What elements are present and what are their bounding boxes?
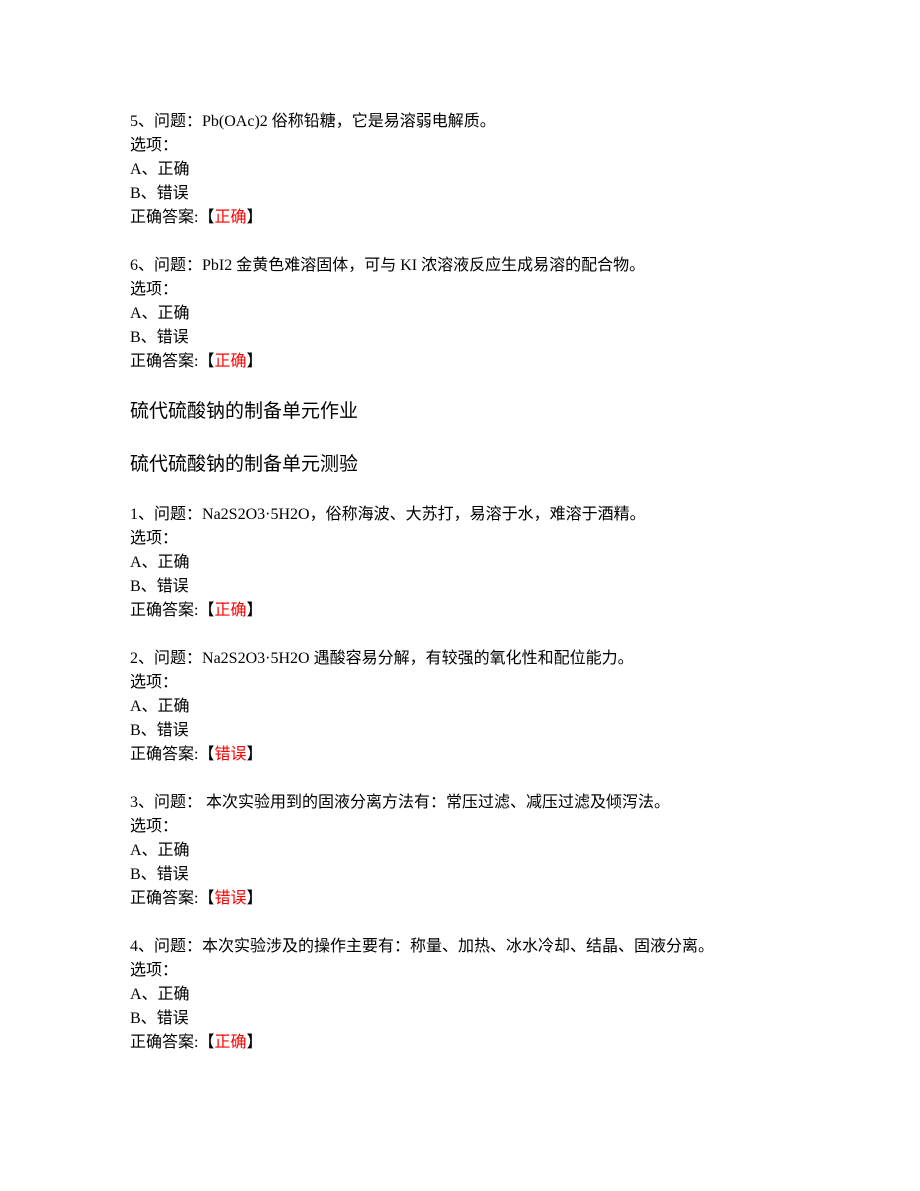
answer-value: 正确 [214, 353, 246, 370]
answer-prefix: 正确答案:【 [130, 353, 214, 370]
options-label: 选项： [130, 134, 790, 158]
section-heading-1: 硫代硫酸钠的制备单元作业 [130, 398, 790, 427]
options-label: 选项： [130, 671, 790, 695]
question-text: 问题：本次实验涉及的操作主要有：称量、加热、冰水冷却、结晶、固液分离。 [154, 938, 714, 955]
answer-line: 正确答案:【错误】 [130, 887, 790, 911]
answer-prefix: 正确答案:【 [130, 209, 214, 226]
question-number: 6 [130, 257, 138, 274]
option-a: A、正确 [130, 839, 790, 863]
option-b: B、错误 [130, 863, 790, 887]
question-text: 问题： 本次实验用到的固液分离方法有：常压过滤、减压过滤及倾泻法。 [154, 794, 670, 811]
answer-value: 错误 [214, 890, 246, 907]
question-prompt: 3、问题： 本次实验用到的固液分离方法有：常压过滤、减压过滤及倾泻法。 [130, 791, 790, 815]
question-prompt: 2、问题：Na2S2O3·5H2O 遇酸容易分解，有较强的氧化性和配位能力。 [130, 647, 790, 671]
answer-value: 正确 [214, 1034, 246, 1051]
option-b: B、错误 [130, 326, 790, 350]
options-label: 选项： [130, 815, 790, 839]
answer-prefix: 正确答案:【 [130, 890, 214, 907]
answer-suffix: 】 [246, 1034, 262, 1051]
option-a: A、正确 [130, 158, 790, 182]
question-prompt: 5、问题：Pb(OAc)2 俗称铅糖，它是易溶弱电解质。 [130, 110, 790, 134]
answer-line: 正确答案:【正确】 [130, 350, 790, 374]
option-b: B、错误 [130, 182, 790, 206]
answer-suffix: 】 [246, 890, 262, 907]
question-text: 问题：Na2S2O3·5H2O，俗称海波、大苏打，易溶于水，难溶于酒精。 [154, 506, 646, 523]
answer-suffix: 】 [246, 602, 262, 619]
question-number: 2 [130, 650, 138, 667]
answer-line: 正确答案:【错误】 [130, 743, 790, 767]
question-text: 问题：PbI2 金黄色难溶固体，可与 KI 浓溶液反应生成易溶的配合物。 [154, 257, 645, 274]
question-prompt: 6、问题：PbI2 金黄色难溶固体，可与 KI 浓溶液反应生成易溶的配合物。 [130, 254, 790, 278]
answer-value: 错误 [214, 746, 246, 763]
option-a: A、正确 [130, 551, 790, 575]
question-prompt: 1、问题：Na2S2O3·5H2O，俗称海波、大苏打，易溶于水，难溶于酒精。 [130, 503, 790, 527]
answer-suffix: 】 [246, 209, 262, 226]
options-label: 选项： [130, 278, 790, 302]
answer-suffix: 】 [246, 353, 262, 370]
answer-value: 正确 [214, 602, 246, 619]
answer-prefix: 正确答案:【 [130, 1034, 214, 1051]
option-b: B、错误 [130, 1007, 790, 1031]
answer-line: 正确答案:【正确】 [130, 1031, 790, 1055]
question-5: 5、问题：Pb(OAc)2 俗称铅糖，它是易溶弱电解质。 选项： A、正确 B、… [130, 110, 790, 230]
question-2: 2、问题：Na2S2O3·5H2O 遇酸容易分解，有较强的氧化性和配位能力。 选… [130, 647, 790, 767]
question-text: 问题：Na2S2O3·5H2O 遇酸容易分解，有较强的氧化性和配位能力。 [154, 650, 634, 667]
answer-line: 正确答案:【正确】 [130, 599, 790, 623]
option-a: A、正确 [130, 695, 790, 719]
question-number: 5 [130, 113, 138, 130]
question-4: 4、问题：本次实验涉及的操作主要有：称量、加热、冰水冷却、结晶、固液分离。 选项… [130, 935, 790, 1055]
section-heading-2: 硫代硫酸钠的制备单元测验 [130, 451, 790, 480]
question-text: 问题：Pb(OAc)2 俗称铅糖，它是易溶弱电解质。 [154, 113, 496, 130]
answer-prefix: 正确答案:【 [130, 746, 214, 763]
answer-prefix: 正确答案:【 [130, 602, 214, 619]
question-number: 4 [130, 938, 138, 955]
option-a: A、正确 [130, 302, 790, 326]
question-prompt: 4、问题：本次实验涉及的操作主要有：称量、加热、冰水冷却、结晶、固液分离。 [130, 935, 790, 959]
question-number: 3 [130, 794, 138, 811]
options-label: 选项： [130, 527, 790, 551]
options-label: 选项： [130, 959, 790, 983]
question-number: 1 [130, 506, 138, 523]
answer-suffix: 】 [246, 746, 262, 763]
answer-line: 正确答案:【正确】 [130, 206, 790, 230]
option-a: A、正确 [130, 983, 790, 1007]
option-b: B、错误 [130, 719, 790, 743]
answer-value: 正确 [214, 209, 246, 226]
option-b: B、错误 [130, 575, 790, 599]
question-1: 1、问题：Na2S2O3·5H2O，俗称海波、大苏打，易溶于水，难溶于酒精。 选… [130, 503, 790, 623]
question-3: 3、问题： 本次实验用到的固液分离方法有：常压过滤、减压过滤及倾泻法。 选项： … [130, 791, 790, 911]
question-6: 6、问题：PbI2 金黄色难溶固体，可与 KI 浓溶液反应生成易溶的配合物。 选… [130, 254, 790, 374]
